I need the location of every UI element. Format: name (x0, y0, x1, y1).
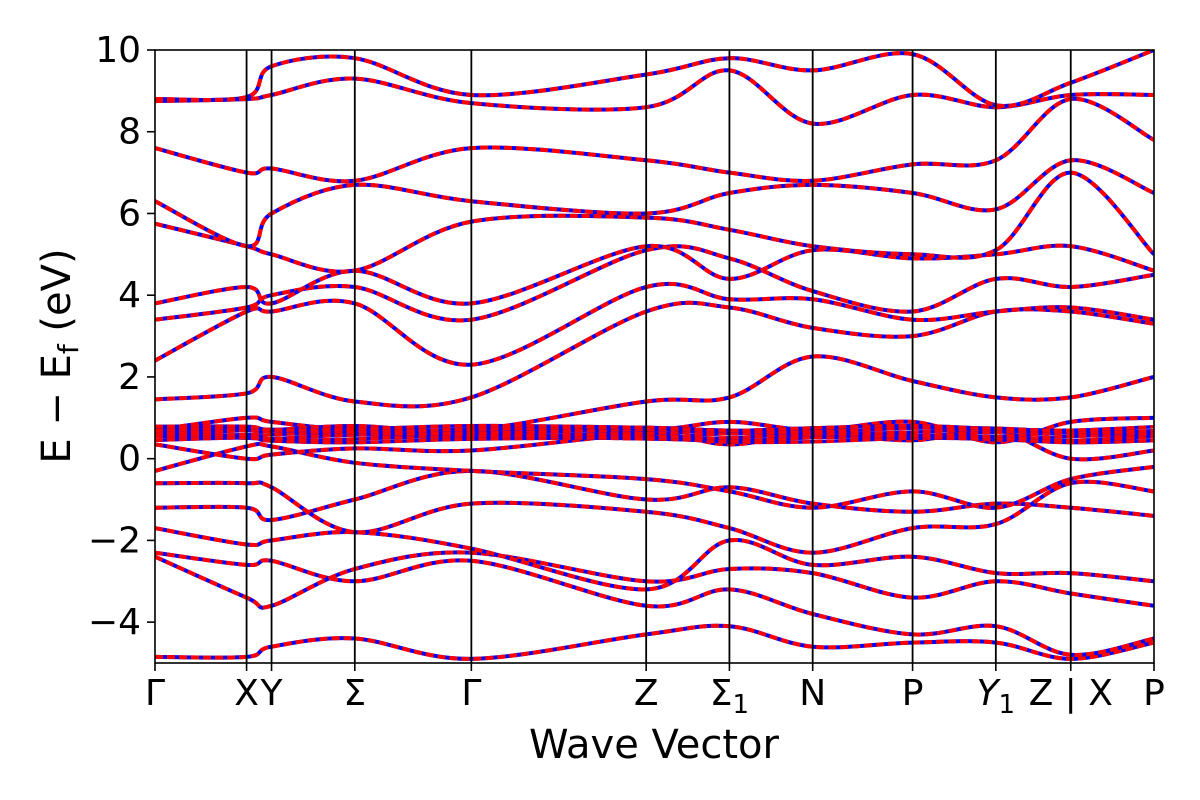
y-tick-label: 0 (118, 439, 141, 480)
y-tick-label: 8 (118, 112, 141, 153)
band-line-solid (155, 96, 1154, 184)
band-line-dashed (155, 243, 1154, 306)
band-line-solid (155, 300, 1154, 409)
band-line-dashed (155, 158, 1154, 249)
y-tick-label: 4 (118, 275, 141, 316)
x-tick-label: X (234, 673, 259, 714)
band-line-dashed (155, 354, 1154, 434)
band-line-dashed (155, 479, 1154, 555)
x-tick-label: P (902, 673, 924, 714)
band-line-solid (155, 158, 1154, 249)
band-line-dashed (155, 623, 1154, 661)
x-tick-label: N (799, 673, 826, 714)
x-axis-title: Wave Vector (529, 722, 780, 768)
band-line-dashed (155, 526, 1154, 592)
band-line-solid (155, 354, 1154, 434)
band-line-dashed (155, 281, 1154, 367)
band-line-solid (155, 68, 1154, 126)
x-tick-label: P (1143, 673, 1165, 714)
band-line-dashed (155, 550, 1154, 610)
x-tick-label: Γ (461, 673, 481, 714)
band-line-solid (155, 50, 1154, 108)
band-line-solid (155, 479, 1154, 555)
band-line-dashed (155, 170, 1154, 274)
x-tick-label: Z (634, 673, 659, 714)
high-symmetry-lines (245, 50, 1072, 663)
bands-layer (155, 50, 1154, 661)
x-tick-label: Z | X (1029, 673, 1113, 714)
band-line-solid (155, 281, 1154, 367)
x-axis: Γ X Y Σ Γ Z Σ1 N P Y1 Z | X P (145, 663, 1165, 720)
band-line-solid (155, 170, 1154, 274)
x-tick-label: Γ (145, 673, 165, 714)
y-tick-label: 10 (95, 30, 141, 71)
y-axis: −4 −2 0 2 4 6 8 10 (88, 30, 155, 643)
band-line-dashed (155, 96, 1154, 184)
y-tick-label: 2 (118, 357, 141, 398)
x-tick-label: Σ1 (710, 673, 749, 720)
y-tick-label: 6 (118, 193, 141, 234)
plot-frame (154, 49, 1155, 664)
band-line-dashed (155, 550, 1154, 657)
band-line-dashed (155, 300, 1154, 409)
x-tick-label: Y1 (977, 673, 1016, 720)
band-line-dashed (155, 68, 1154, 126)
y-tick-label: −2 (88, 520, 141, 561)
y-tick-label: −4 (88, 602, 141, 643)
x-tick-label: Y (260, 673, 284, 714)
y-axis-title: E − Ef (eV) (34, 248, 85, 463)
x-tick-label: Σ (343, 673, 366, 714)
